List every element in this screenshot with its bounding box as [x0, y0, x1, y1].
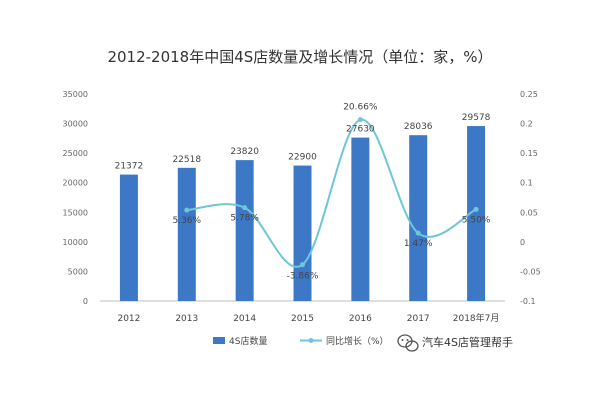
x-tick-label: 2017 — [407, 314, 430, 324]
x-tick-label: 2018年7月 — [453, 312, 500, 324]
y-right-tick-label: 0.15 — [520, 149, 538, 158]
growth-point — [300, 262, 305, 268]
y-right-tick-label: 0.25 — [520, 90, 538, 99]
bar-value-label: 22518 — [172, 155, 201, 165]
watermark-text: 汽车4S店管理帮手 — [422, 335, 513, 349]
y-left-tick-label: 5000 — [68, 267, 88, 276]
y-right-tick-label: -0.1 — [520, 297, 536, 306]
chart-title: 2012-2018年中国4S店数量及增长情况（单位：家，%） — [107, 48, 492, 66]
line-layer — [184, 117, 479, 268]
legend: 4S店数量 同比增长（%） — [213, 335, 389, 347]
y-left-tick-label: 30000 — [63, 120, 88, 129]
bar — [409, 135, 428, 301]
y-left-tick-label: 25000 — [63, 149, 88, 158]
y-left-tick-label: 0 — [83, 297, 88, 306]
legend-bar-swatch — [213, 337, 225, 344]
growth-value-label: 1.47% — [404, 239, 433, 249]
growth-value-label: 20.66% — [343, 103, 378, 113]
axes-layer: 0 5000 10000 15000 20000 25000 30000 35000 -0.1 -… — [63, 90, 541, 324]
x-tick-label: 2014 — [233, 314, 256, 324]
growth-value-label: 5.36% — [172, 216, 201, 226]
legend-label: 4S店数量 — [229, 335, 267, 347]
bar-value-label: 29578 — [462, 113, 491, 123]
bar-value-label: 22900 — [288, 153, 317, 163]
growth-point — [184, 207, 190, 213]
x-tick-label: 2015 — [291, 314, 314, 324]
growth-line — [186, 118, 477, 268]
legend-line-marker — [308, 338, 314, 343]
y-right-tick-label: 0.2 — [520, 120, 533, 129]
bars-layer — [119, 126, 486, 301]
legend-label: 同比增长（%） — [326, 335, 389, 347]
bar-value-label: 23820 — [230, 147, 259, 157]
y-right-tick-label: -0.05 — [520, 267, 541, 276]
y-right-tick-label: 0.1 — [520, 179, 533, 188]
watermark: 汽车4S店管理帮手 — [397, 334, 513, 352]
bar — [119, 174, 138, 301]
bar-value-label: 21372 — [115, 162, 144, 172]
y-left-tick-label: 10000 — [63, 238, 88, 247]
y-right-tick-label: 0 — [520, 238, 525, 247]
growth-point — [357, 117, 363, 123]
x-tick-label: 2012 — [117, 314, 140, 324]
y-left-tick-label: 15000 — [63, 208, 88, 217]
bar-value-label: 28036 — [404, 122, 433, 132]
y-right-tick-label: 0.05 — [520, 208, 538, 217]
growth-value-label: -3.86% — [287, 272, 319, 282]
growth-point — [473, 206, 479, 212]
growth-point — [242, 205, 248, 211]
y-left-tick-label: 35000 — [63, 90, 88, 99]
x-tick-label: 2016 — [349, 314, 372, 324]
bar — [177, 167, 196, 301]
labels-layer: 21372 22518 23820 22900 27630 28036 29578 5.36%… — [115, 103, 491, 282]
x-tick-label: 2013 — [175, 314, 198, 324]
growth-point — [415, 230, 421, 236]
growth-value-label: 5.50% — [462, 215, 491, 225]
bar — [351, 137, 370, 301]
y-left-tick-label: 20000 — [63, 179, 88, 188]
bar-value-label: 27630 — [346, 125, 375, 135]
growth-value-label: 5.78% — [230, 214, 259, 224]
bar — [235, 160, 254, 301]
bar — [467, 126, 486, 301]
wechat-icon — [397, 334, 419, 352]
